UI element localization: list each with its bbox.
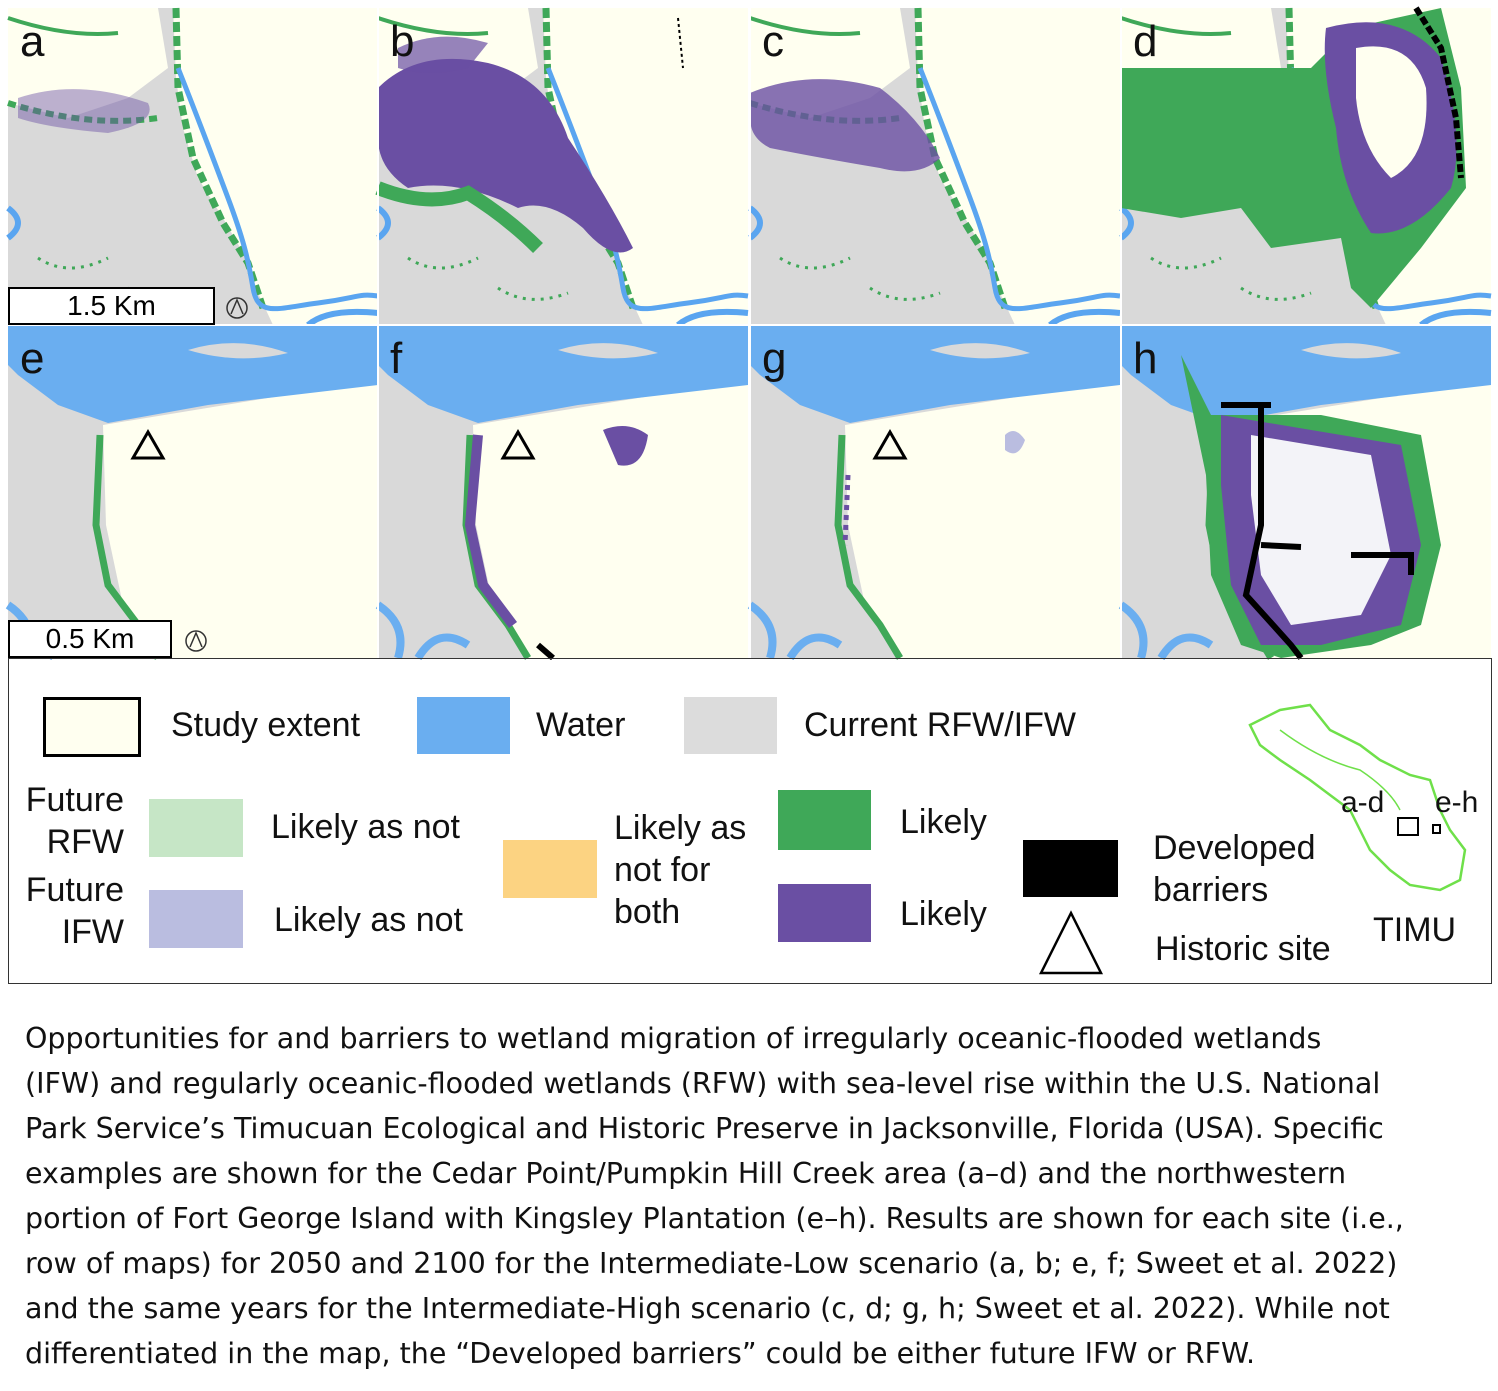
- scale-bar: 0.5 Km: [8, 620, 172, 658]
- legend-group: Future RFW: [25, 781, 124, 861]
- legend-label: Historic site: [1155, 930, 1331, 968]
- legend-label: Water: [536, 706, 626, 744]
- map-c: [750, 8, 1120, 325]
- map-a: [8, 8, 378, 325]
- caption-line: row of maps) for 2050 and 2100 for the I…: [25, 1247, 1398, 1280]
- caption-line: portion of Fort George Island with Kings…: [25, 1202, 1404, 1235]
- panel-label: h: [1133, 334, 1157, 383]
- panel-label: c: [762, 17, 784, 66]
- legend-label: Current RFW/IFW: [804, 706, 1076, 744]
- map-b: [378, 8, 748, 325]
- inset-label: a-d: [1341, 786, 1385, 819]
- caption-line: examples are shown for the Cedar Point/P…: [25, 1157, 1347, 1190]
- swatch: [778, 884, 871, 942]
- map-e: [8, 325, 378, 658]
- caption: Opportunities for and barriers to wetlan…: [25, 1016, 1485, 1376]
- legend-label: Likely as not for both: [614, 809, 747, 931]
- swatch: [149, 799, 243, 857]
- swatch: [1023, 840, 1118, 897]
- caption-line: Park Service’s Timucuan Ecological and H…: [25, 1112, 1384, 1145]
- map-g: [750, 325, 1120, 658]
- inset-label: e-h: [1435, 786, 1479, 819]
- panel-label: g: [762, 334, 786, 383]
- swatch: [43, 697, 141, 757]
- panel-label: f: [390, 334, 403, 383]
- scale-bar: 1.5 Km: [8, 287, 215, 325]
- legend-label: Study extent: [171, 706, 361, 744]
- inset-label: TIMU: [1373, 911, 1457, 949]
- legend-label: Likely: [900, 895, 987, 933]
- caption-line: Opportunities for and barriers to wetlan…: [25, 1022, 1322, 1055]
- caption-line: and the same years for the Intermediate-…: [25, 1292, 1390, 1325]
- panel-label: b: [390, 17, 414, 66]
- panel-label: a: [20, 17, 45, 66]
- map-f: [378, 325, 748, 660]
- map-h: [1121, 325, 1491, 658]
- legend-label: Likely: [900, 803, 987, 841]
- legend-group: Future IFW: [25, 871, 124, 951]
- swatch: [503, 840, 597, 898]
- caption-line: differentiated in the map, the “Develope…: [25, 1337, 1256, 1370]
- legend-label: Likely as not: [274, 901, 463, 939]
- map-grid: a b c d e f g h: [0, 0, 1498, 660]
- panel-label: d: [1133, 17, 1157, 66]
- swatch: [684, 697, 777, 754]
- swatch: [149, 890, 243, 948]
- inset-map: [1248, 703, 1467, 892]
- legend-label: Likely as not: [271, 808, 460, 846]
- caption-line: (IFW) and regularly oceanic-flooded wetl…: [25, 1067, 1381, 1100]
- swatch: [417, 697, 510, 754]
- legend-label: Developed barriers: [1153, 829, 1316, 909]
- legend: [8, 658, 1492, 984]
- swatch: [778, 790, 871, 850]
- panel-label: e: [20, 334, 44, 383]
- triangle-symbol: [1038, 910, 1104, 975]
- map-d: [1121, 8, 1491, 325]
